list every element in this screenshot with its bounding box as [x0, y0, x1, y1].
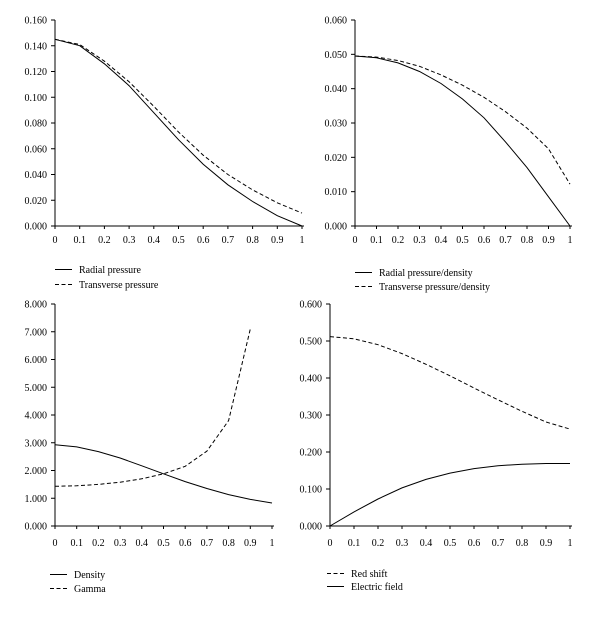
x-tick-label: 0.1: [70, 538, 83, 549]
x-tick-label: 0.9: [542, 235, 555, 246]
y-tick-label: 7.000: [25, 327, 48, 338]
series-line-radial-pressure: [54, 38, 303, 227]
y-tick-label: 0.020: [25, 196, 48, 207]
y-tick-label: 0.030: [325, 119, 348, 130]
panel-pressure-density: 0.000 0.010 0.020 0.030 0.040 0.050 0.060 0 0.1 0…: [325, 16, 573, 294]
x-tick-label: 0: [53, 538, 58, 549]
series-line-transverse-pressure-density: [354, 55, 571, 185]
y-tick-label: 0.000: [25, 522, 48, 533]
x-tick-label: 0: [353, 235, 358, 246]
x-tick-label: 0.8: [222, 538, 235, 549]
legend-label: Gamma: [74, 584, 106, 595]
x-tick-label: 0.3: [114, 538, 127, 549]
y-tick-label: 0.600: [300, 300, 323, 311]
x-tick-label: 0.3: [396, 538, 409, 549]
y-tick-label: 3.000: [25, 438, 48, 449]
y-tick-label: 4.000: [25, 411, 48, 422]
y-tick-label: 0.400: [300, 374, 323, 385]
x-tick-label: 0.7: [492, 538, 505, 549]
x-tick-label: 0.9: [540, 538, 553, 549]
series-line-red-shift: [329, 336, 571, 430]
y-tick-label: 0.040: [25, 170, 48, 181]
x-tick-label: 0.5: [456, 235, 469, 246]
x-tick-label: 0.2: [372, 538, 385, 549]
x-tick-label: 0.1: [348, 538, 361, 549]
panel-pressure: 0.000 0.020 0.040 0.060 0.080 0.100 0.120 0.140…: [25, 16, 305, 292]
y-tick-label: 0.100: [300, 485, 323, 496]
x-tick-label: 0.4: [435, 235, 448, 246]
x-tick-label: 0.7: [499, 235, 512, 246]
legend-label: Electric field: [351, 582, 403, 593]
legend-label: Transverse pressure: [79, 280, 159, 291]
x-tick-label: 0.4: [136, 538, 149, 549]
y-tick-label: 0.040: [325, 84, 348, 95]
series-line-gamma: [54, 328, 251, 487]
x-tick-label: 0.9: [244, 538, 257, 549]
x-tick-label: 0.6: [468, 538, 481, 549]
y-tick-label: 0.200: [300, 448, 323, 459]
x-tick-label: 1: [568, 538, 573, 549]
x-tick-label: 0.7: [201, 538, 214, 549]
series-line-density: [54, 444, 273, 504]
x-tick-label: 0.8: [246, 235, 259, 246]
x-tick-label: 0.4: [420, 538, 433, 549]
legend-label: Red shift: [351, 569, 388, 580]
y-tick-label: 0.300: [300, 411, 323, 422]
y-tick-label: 0.120: [25, 67, 48, 78]
series-line-radial-pressure-density: [354, 55, 571, 227]
y-tick-label: 0.160: [25, 16, 48, 27]
y-tick-label: 1.000: [25, 494, 48, 505]
y-tick-label: 0.100: [25, 93, 48, 104]
x-tick-label: 1: [568, 235, 573, 246]
y-tick-label: 0.000: [25, 222, 48, 233]
series-line-electric-field: [329, 463, 570, 527]
x-tick-label: 0.8: [521, 235, 534, 246]
y-tick-label: 0.060: [25, 144, 48, 155]
x-tick-label: 0.9: [271, 235, 284, 246]
y-tick-label: 0.050: [325, 50, 348, 61]
y-tick-label: 2.000: [25, 466, 48, 477]
y-tick-label: 0.000: [300, 522, 323, 533]
legend-label: Density: [74, 570, 105, 581]
x-tick-label: 0.7: [222, 235, 235, 246]
y-tick-label: 8.000: [25, 300, 48, 311]
x-tick-label: 0.5: [444, 538, 457, 549]
y-tick-label: 0.060: [325, 16, 348, 27]
x-tick-label: 0.8: [516, 538, 529, 549]
x-tick-label: 0.6: [478, 235, 491, 246]
panel-redshift-electric: 0.000 0.100 0.200 0.300 0.400 0.500 0.600 0 0.1 0…: [300, 300, 573, 594]
y-tick-label: 0.020: [325, 153, 348, 164]
x-tick-label: 0.4: [148, 235, 161, 246]
x-tick-label: 0.2: [98, 235, 111, 246]
x-tick-label: 0.6: [179, 538, 192, 549]
legend-label: Radial pressure: [79, 265, 141, 276]
x-tick-label: 1: [270, 538, 275, 549]
y-tick-label: 6.000: [25, 355, 48, 366]
x-tick-label: 1: [300, 235, 305, 246]
x-tick-label: 0.2: [392, 235, 405, 246]
y-tick-label: 0.000: [325, 222, 348, 233]
x-tick-label: 0.1: [73, 235, 86, 246]
legend-label: Radial pressure/density: [379, 268, 473, 279]
series-line-transverse-pressure: [54, 38, 303, 214]
x-tick-label: 0: [53, 235, 58, 246]
legend-label: Transverse pressure/density: [379, 282, 490, 293]
x-tick-label: 0: [328, 538, 333, 549]
x-tick-label: 0.6: [197, 235, 210, 246]
y-tick-label: 0.140: [25, 41, 48, 52]
x-tick-label: 0.2: [92, 538, 105, 549]
x-tick-label: 0.5: [157, 538, 170, 549]
y-tick-label: 5.000: [25, 383, 48, 394]
x-tick-label: 0.1: [370, 235, 383, 246]
y-tick-label: 0.080: [25, 119, 48, 130]
x-tick-label: 0.3: [123, 235, 136, 246]
x-tick-label: 0.5: [172, 235, 185, 246]
y-tick-label: 0.500: [300, 337, 323, 348]
panel-density-gamma: 0.000 1.000 2.000 3.000 4.000 5.000 6.000 7.000…: [25, 300, 275, 596]
y-tick-label: 0.010: [325, 187, 348, 198]
x-tick-label: 0.3: [413, 235, 426, 246]
